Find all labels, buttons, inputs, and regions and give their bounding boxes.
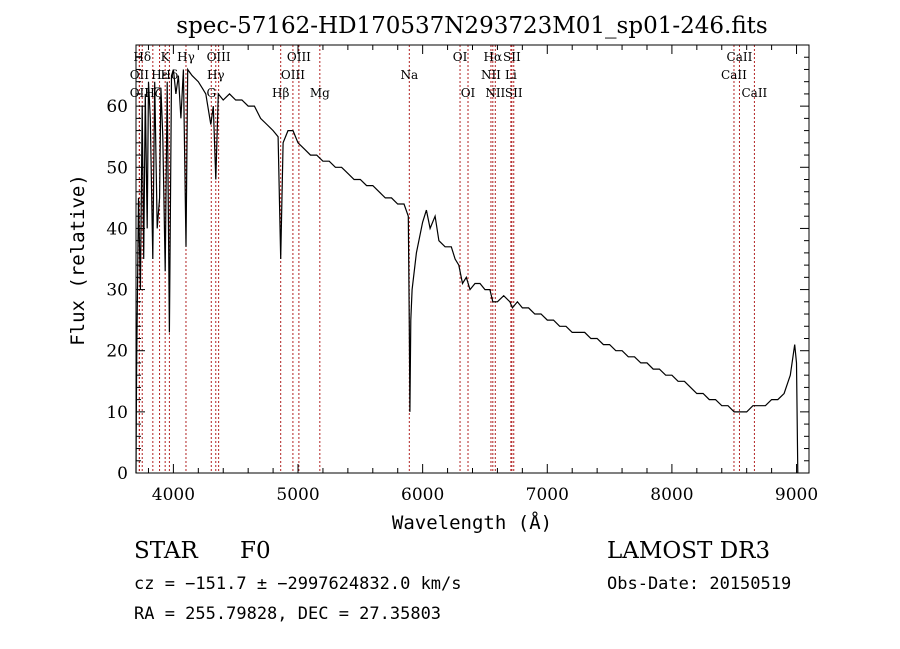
line-marker-label: Hγ <box>207 68 225 82</box>
x-tick-label: 5000 <box>276 485 319 505</box>
line-marker-label: OI <box>461 86 476 100</box>
line-marker-label: OIII <box>281 68 305 82</box>
line-marker-label: Hδ <box>133 50 151 64</box>
line-marker-label: CaII <box>741 86 767 100</box>
x-tick-label: 4000 <box>152 485 195 505</box>
line-marker-label: SII <box>503 50 521 64</box>
line-marker-label: OIII <box>207 50 231 64</box>
line-marker-label: OII <box>130 86 150 100</box>
x-tick-label: 8000 <box>650 485 693 505</box>
y-tick-label: 50 <box>106 158 128 178</box>
line-marker-label: OI <box>453 50 468 64</box>
survey-name: LAMOST DR3 <box>607 538 771 564</box>
line-marker-label: Hα <box>484 50 503 64</box>
line-marker-label: NII <box>481 68 501 82</box>
spectrum-line <box>135 67 799 474</box>
subclass: F0 <box>240 538 271 564</box>
line-marker-label: Hδ <box>161 68 179 82</box>
line-marker-label: OII <box>130 68 150 82</box>
y-axis-ticks: 0 10 20 30 40 50 60 <box>106 56 809 484</box>
x-axis-label: Wavelength (Å) <box>392 511 552 534</box>
line-marker-label: Na <box>400 68 418 82</box>
cz-value: cz = −151.7 ± −2997624832.0 km/s <box>134 574 462 594</box>
line-marker-label: Hβ <box>272 86 289 100</box>
y-tick-label: 60 <box>106 97 128 117</box>
line-marker-label: OIII <box>287 50 311 64</box>
object-class: STAR <box>134 538 198 564</box>
line-marker-label: CaII <box>721 68 747 82</box>
plot-frame <box>135 44 810 474</box>
line-marker-label: Mg <box>310 86 330 100</box>
line-marker-label: Hγ <box>177 50 195 64</box>
y-tick-label: 10 <box>106 403 128 423</box>
line-marker-label: K <box>161 50 171 64</box>
x-tick-label: 9000 <box>775 485 818 505</box>
line-marker-label: G <box>206 86 216 100</box>
line-markers <box>138 45 755 473</box>
x-tick-label: 7000 <box>526 485 569 505</box>
obs-date: Obs-Date: 20150519 <box>607 574 792 594</box>
x-tick-label: 6000 <box>401 485 444 505</box>
line-marker-label: NII <box>485 86 505 100</box>
x-axis-ticks: 4000 5000 6000 7000 8000 9000 <box>147 45 818 505</box>
y-tick-label: 0 <box>117 464 128 484</box>
line-marker-label: SII <box>505 86 523 100</box>
line-marker-label: Li <box>505 68 517 82</box>
ra-dec: RA = 255.79828, DEC = 27.35803 <box>134 604 442 624</box>
y-tick-label: 20 <box>106 342 128 362</box>
line-marker-label: Hζ <box>144 86 161 100</box>
y-tick-label: 30 <box>106 281 128 301</box>
line-marker-label: CaII <box>727 50 753 64</box>
line-marker-label: Hε <box>151 68 168 82</box>
chart-title: spec-57162-HD170537N293723M01_sp01-246.f… <box>176 13 767 39</box>
y-tick-label: 40 <box>106 219 128 239</box>
y-axis-label: Flux (relative) <box>67 174 89 346</box>
